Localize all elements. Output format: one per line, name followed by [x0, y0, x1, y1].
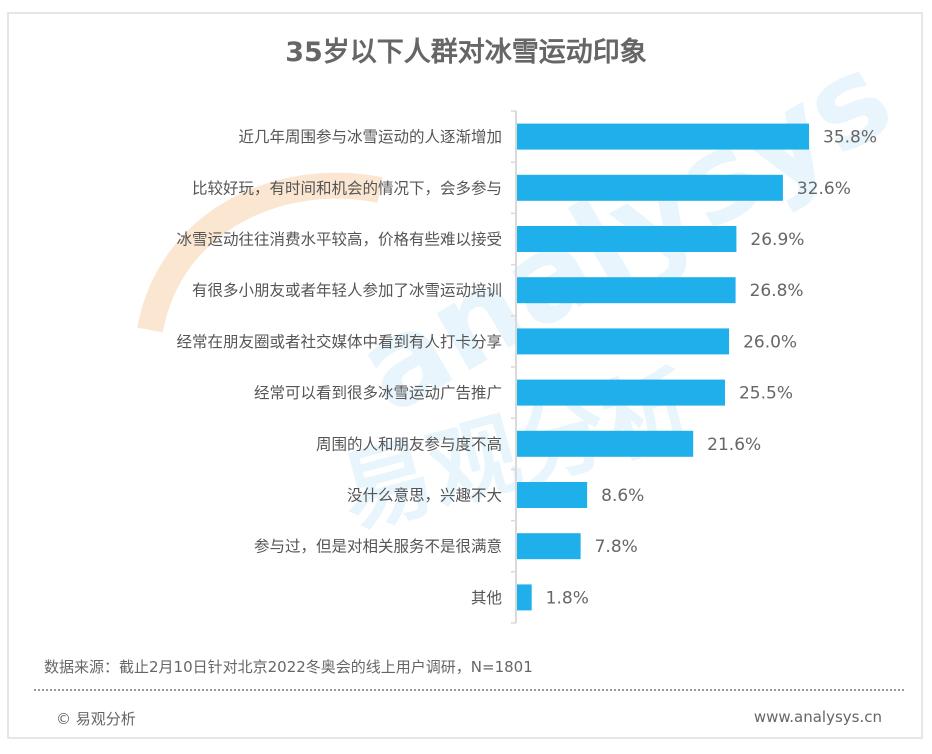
bar [517, 226, 737, 252]
category-label: 周围的人和朋友参与度不高 [316, 435, 502, 453]
category-label: 近几年周围参与冰雪运动的人逐渐增加 [238, 128, 502, 146]
footer-divider [34, 689, 904, 691]
bar [517, 430, 694, 457]
axis-layer [511, 110, 517, 624]
value-label: 26.8% [750, 281, 804, 301]
value-label: 35.8% [823, 128, 877, 148]
value-label: 26.9% [750, 230, 804, 250]
data-source-note: 数据来源：截止2月10日针对北京2022冬奥会的线上用户调研，N=1801 [44, 658, 533, 676]
value-label: 32.6% [797, 179, 851, 199]
bar [517, 584, 532, 611]
category-label: 没什么意思，兴趣不大 [347, 486, 502, 505]
bar [517, 123, 809, 150]
copyright-text: © 易观分析 [56, 710, 136, 728]
category-label: 比较好玩，有时间和机会的情况下，会多参与 [192, 179, 502, 197]
bar [517, 482, 588, 508]
value-label: 26.0% [743, 332, 797, 352]
value-label: 21.6% [707, 435, 761, 455]
value-label: 7.8% [595, 537, 638, 557]
category-label: 经常在朋友圈或者社交媒体中看到有人打卡分享 [176, 333, 502, 351]
category-label: 经常可以看到很多冰雪运动广告推广 [254, 384, 502, 402]
value-label: 8.6% [601, 486, 644, 506]
bar [517, 174, 783, 201]
chart-title: 35岁以下人群对冰雪运动印象 [285, 37, 647, 68]
category-label: 冰雪运动往往消费水平较高，价格有些难以接受 [176, 231, 502, 249]
bars-layer: 近几年周围参与冰雪运动的人逐渐增加 35.8% 比较好玩，有时间和机会的情况下，会多… [176, 123, 877, 611]
category-label: 其他 [471, 589, 502, 607]
bar [517, 533, 581, 560]
bar [517, 379, 725, 406]
category-label: 有很多小朋友或者年轻人参加了冰雪运动培训 [192, 282, 502, 300]
value-label: 25.5% [739, 384, 793, 404]
bar [517, 328, 730, 355]
value-label: 1.8% [546, 588, 589, 608]
website-link[interactable]: www.analysys.cn [753, 708, 882, 726]
bar [517, 277, 736, 304]
category-label: 参与过，但是对相关服务不是很满意 [254, 537, 502, 556]
